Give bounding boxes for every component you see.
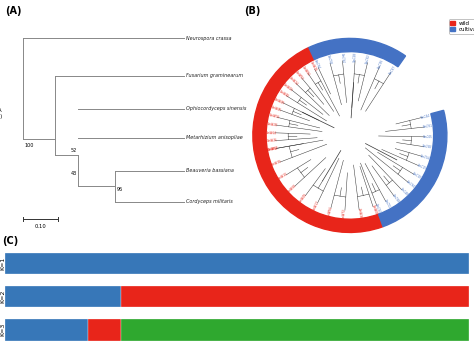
Text: CmW20: CmW20: [267, 122, 278, 127]
Text: (A): (A): [5, 6, 21, 16]
Text: CmW68: CmW68: [287, 183, 298, 194]
Text: CmW39: CmW39: [271, 160, 283, 167]
Text: CmW64: CmW64: [266, 130, 277, 135]
Text: CmC36: CmC36: [377, 58, 385, 69]
Text: 96: 96: [116, 186, 122, 192]
Bar: [5, 253, 469, 274]
Bar: [5, 319, 88, 340]
Text: 0.10: 0.10: [35, 224, 46, 229]
Text: CmC94: CmC94: [313, 59, 321, 70]
Bar: [121, 319, 469, 340]
Text: (B): (B): [244, 6, 260, 16]
Bar: [88, 319, 121, 340]
Text: CmW93: CmW93: [294, 70, 305, 81]
Text: CmW08: CmW08: [371, 204, 378, 216]
Text: CmW24: CmW24: [288, 76, 299, 86]
Text: Beauveria bassiana: Beauveria bassiana: [186, 168, 234, 173]
Text: CmC92: CmC92: [365, 54, 372, 65]
Text: CmW45: CmW45: [271, 105, 282, 112]
Text: CmC94: CmC94: [406, 180, 416, 189]
Text: Metarhizium anisopliae: Metarhizium anisopliae: [186, 135, 243, 140]
Text: Cordyceps militaris: Cordyceps militaris: [186, 199, 233, 204]
Text: MRCA
(3242): MRCA (3242): [0, 108, 2, 119]
Text: CmW56: CmW56: [268, 113, 280, 120]
Text: CmW62: CmW62: [267, 146, 279, 152]
Bar: [121, 286, 469, 308]
Text: CmW36: CmW36: [357, 208, 362, 219]
Text: CmW84: CmW84: [301, 65, 311, 76]
Text: CmW26: CmW26: [309, 61, 318, 72]
Bar: [5, 286, 121, 308]
Text: CmW72: CmW72: [342, 208, 347, 219]
Text: Neurospora crassa: Neurospora crassa: [186, 36, 232, 41]
Wedge shape: [379, 110, 447, 227]
Wedge shape: [253, 47, 383, 233]
Text: CmC32: CmC32: [374, 203, 382, 214]
Text: CmW49: CmW49: [299, 193, 308, 204]
Text: CmW17: CmW17: [312, 200, 320, 212]
Text: 43: 43: [71, 171, 77, 176]
Text: CmC28: CmC28: [353, 52, 358, 63]
Text: CmC44: CmC44: [420, 113, 431, 120]
Text: 52: 52: [71, 148, 77, 153]
Text: CmW10: CmW10: [278, 172, 289, 181]
Text: (C): (C): [2, 236, 18, 246]
Text: CmC91: CmC91: [422, 124, 433, 129]
Text: CmC05: CmC05: [423, 135, 433, 139]
Text: CmC48: CmC48: [399, 187, 409, 197]
Text: CmC34: CmC34: [340, 52, 345, 63]
Text: CmC51: CmC51: [383, 199, 392, 209]
Text: CmC58: CmC58: [326, 55, 332, 65]
Text: CmW43: CmW43: [283, 82, 294, 92]
Text: Ophiocordyceps sinensis: Ophiocordyceps sinensis: [186, 107, 247, 111]
Text: CmW25: CmW25: [266, 138, 277, 143]
Legend: wild, cultivated: wild, cultivated: [448, 19, 474, 34]
Wedge shape: [309, 38, 406, 67]
Text: CmC97: CmC97: [388, 64, 397, 75]
Text: CmW94: CmW94: [327, 206, 333, 217]
Text: 100: 100: [24, 143, 34, 148]
Text: CmW57: CmW57: [267, 146, 278, 152]
Text: CmC15: CmC15: [416, 163, 427, 171]
Text: CmW40: CmW40: [278, 89, 289, 99]
Text: CmC10: CmC10: [411, 172, 422, 180]
Text: Fusarium graminearum: Fusarium graminearum: [186, 73, 244, 79]
Text: CmW49: CmW49: [274, 97, 285, 105]
Text: CmC60: CmC60: [422, 145, 432, 150]
Text: CmC68: CmC68: [392, 193, 401, 204]
Text: CmC54: CmC54: [420, 154, 430, 161]
